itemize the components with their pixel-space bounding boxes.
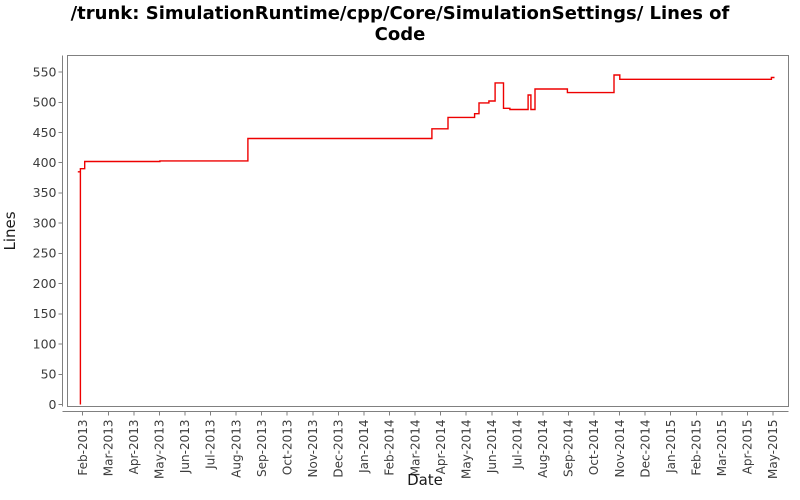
y-tick-label: 450 [33,125,57,140]
chart-title: /trunk: SimulationRuntime/cpp/Core/Simul… [0,3,800,45]
y-tick-label: 50 [41,367,57,382]
y-tick-label: 500 [33,95,57,110]
y-tick-label: 400 [33,155,57,170]
y-tick-label: 250 [33,246,57,261]
x-tick-label: Jun-2013 [178,420,192,475]
x-axis-title: Date [407,471,443,489]
x-tick-label: Sep-2013 [255,420,269,478]
x-tick-label: Aug-2013 [229,420,243,478]
x-tick-label: May-2014 [459,420,473,479]
x-tick-label: Jul-2013 [204,420,218,470]
y-tick-label: 150 [33,306,57,321]
x-tick-label: Dec-2013 [332,420,346,478]
x-tick-label: Feb-2013 [76,420,90,476]
x-tick-label: Jan-2015 [664,420,678,474]
x-tick-label: Feb-2015 [689,420,703,476]
series-lines-of-code [77,74,775,405]
x-tick-label: Jan-2014 [357,420,371,474]
x-tick-label: Nov-2013 [306,420,320,478]
x-tick-label: Sep-2014 [562,420,576,478]
x-tick-label: Nov-2014 [613,420,627,478]
x-tick-label: Apr-2013 [127,420,141,475]
y-tick-label: 300 [33,215,57,230]
x-tick-label: Oct-2013 [280,420,294,476]
chart-title-line2: Code [374,24,426,45]
x-tick-label: Mar-2014 [408,420,422,477]
x-tick-label: Oct-2014 [587,420,601,476]
x-tick-label: Apr-2015 [741,420,755,475]
chart-title-line1: /trunk: SimulationRuntime/cpp/Core/Simul… [70,3,730,24]
x-tick-label: Dec-2014 [638,420,652,478]
x-tick-label: Mar-2013 [101,420,115,477]
x-tick-label: Feb-2014 [383,420,397,476]
y-tick-label: 100 [33,336,57,351]
y-axis-title: Lines [1,211,19,250]
x-tick-label: Aug-2014 [536,420,550,478]
x-tick-label: May-2015 [766,420,780,479]
x-tick-label: Jun-2014 [485,420,499,475]
y-tick-label: 550 [33,64,57,79]
y-tick-label: 0 [49,397,57,412]
x-tick-label: May-2013 [153,420,167,479]
x-tick-label: Apr-2014 [434,420,448,475]
plot-border [67,55,789,407]
x-tick-label: Mar-2015 [715,420,729,477]
y-tick-label: 200 [33,276,57,291]
y-tick-label: 350 [33,185,57,200]
x-tick-label: Jul-2014 [511,420,525,470]
